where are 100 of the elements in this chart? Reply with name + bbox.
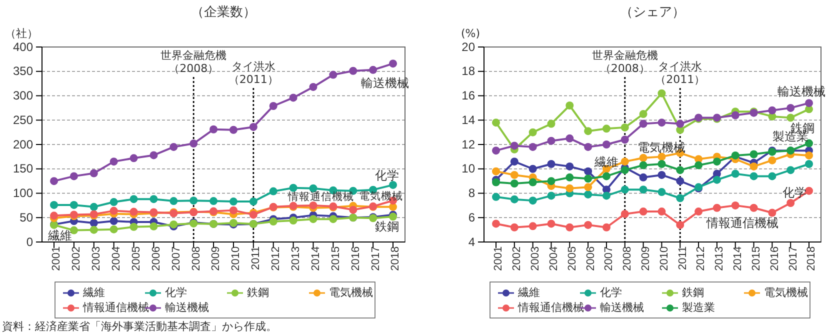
point	[269, 218, 278, 226]
x-tick-label: 2012	[695, 246, 708, 271]
point	[110, 225, 118, 234]
point	[731, 111, 740, 120]
point	[269, 102, 278, 110]
x-tick-label: 2003	[530, 246, 542, 271]
legend-label: 鉄鋼	[247, 286, 269, 300]
point	[805, 160, 813, 168]
y-tick-label: 18	[462, 64, 476, 78]
y-tick-label: 20	[462, 40, 476, 54]
legend-label: 繊維	[82, 286, 105, 300]
point	[639, 173, 648, 182]
legend-label: 情報通信機械	[517, 301, 584, 314]
point	[90, 226, 98, 234]
point	[369, 66, 378, 74]
point	[620, 158, 629, 166]
point	[547, 192, 556, 200]
ref-line-label: タイ洪水（2011）	[655, 60, 706, 86]
point	[547, 220, 556, 228]
point	[620, 136, 629, 144]
point	[768, 106, 776, 114]
point	[190, 196, 198, 205]
point	[676, 166, 684, 174]
point	[786, 166, 795, 174]
point	[786, 199, 795, 207]
legend-label: 製造業	[682, 301, 715, 314]
point	[150, 151, 158, 160]
x-tick-label: 2013	[714, 246, 726, 271]
x-tick-label: 2017	[787, 246, 800, 271]
point	[229, 198, 238, 206]
x-tick-label: 2015	[750, 246, 762, 271]
legend-label: 輸送機械	[165, 301, 209, 314]
point	[190, 140, 198, 148]
y-tick-label: 350	[12, 64, 34, 78]
y-tick-label: 10	[462, 162, 476, 176]
point	[389, 202, 397, 211]
x-tick-label: 2001	[492, 246, 505, 271]
point	[750, 150, 758, 158]
point	[50, 200, 58, 209]
point	[130, 222, 138, 231]
y-tick-label: 16	[462, 88, 476, 103]
point	[731, 170, 740, 178]
point	[229, 126, 238, 134]
point	[676, 120, 684, 128]
point	[712, 204, 721, 212]
ref-line-label: 世界金融危機（2008）	[160, 49, 227, 75]
x-tick-label: 2011	[250, 246, 262, 270]
annotation: 繊維	[593, 155, 618, 170]
x-tick-label: 2004	[548, 246, 560, 271]
point	[492, 220, 500, 228]
point	[130, 154, 138, 162]
x-tick-label: 2014	[732, 246, 744, 271]
point	[639, 120, 648, 128]
y-axis-title: （社）	[5, 27, 38, 40]
point	[510, 158, 518, 166]
point	[50, 177, 58, 186]
point	[750, 204, 758, 212]
point	[528, 178, 537, 186]
legend-label: 情報通信機械	[82, 301, 149, 314]
point	[584, 167, 592, 176]
x-tick-label: 2011	[676, 246, 689, 270]
x-tick-label: 2003	[90, 246, 103, 271]
x-tick-label: 2018	[806, 246, 818, 271]
y-tick-label: 12	[462, 137, 476, 152]
point	[768, 172, 776, 180]
x-tick-label: 2001	[50, 246, 63, 271]
point	[676, 220, 684, 229]
y-tick-label: 50	[20, 210, 34, 224]
text: 資料：経済産業省「海外事業活動基本調査」から作成。	[2, 320, 277, 333]
point	[639, 208, 648, 216]
x-tick-label: 2008	[190, 246, 202, 271]
point	[528, 164, 537, 173]
point	[750, 172, 758, 180]
x-tick-label: 2006	[150, 246, 162, 271]
point	[750, 162, 758, 170]
point	[510, 142, 518, 150]
point	[510, 170, 518, 179]
point	[492, 178, 500, 186]
y-tick-label: 0	[26, 234, 34, 249]
x-tick-label: 2009	[640, 246, 652, 271]
point	[805, 151, 813, 160]
point	[620, 166, 629, 174]
point	[510, 180, 518, 188]
point	[528, 128, 537, 136]
x-tick-label: 2006	[584, 246, 597, 271]
point	[492, 146, 500, 155]
point	[786, 104, 795, 112]
point	[731, 201, 740, 210]
annotation: 情報通信機械	[287, 190, 354, 204]
point	[269, 187, 278, 196]
x-tick-label: 2018	[390, 246, 402, 271]
point	[110, 206, 118, 215]
annotation: 繊維	[47, 228, 72, 242]
point	[547, 160, 556, 168]
point	[528, 196, 537, 205]
point	[566, 134, 574, 142]
legend-label: 輸送機械	[600, 301, 644, 314]
chart-title: （企業数）	[191, 5, 256, 20]
point	[566, 184, 574, 192]
x-tick-label: 2005	[130, 246, 142, 271]
